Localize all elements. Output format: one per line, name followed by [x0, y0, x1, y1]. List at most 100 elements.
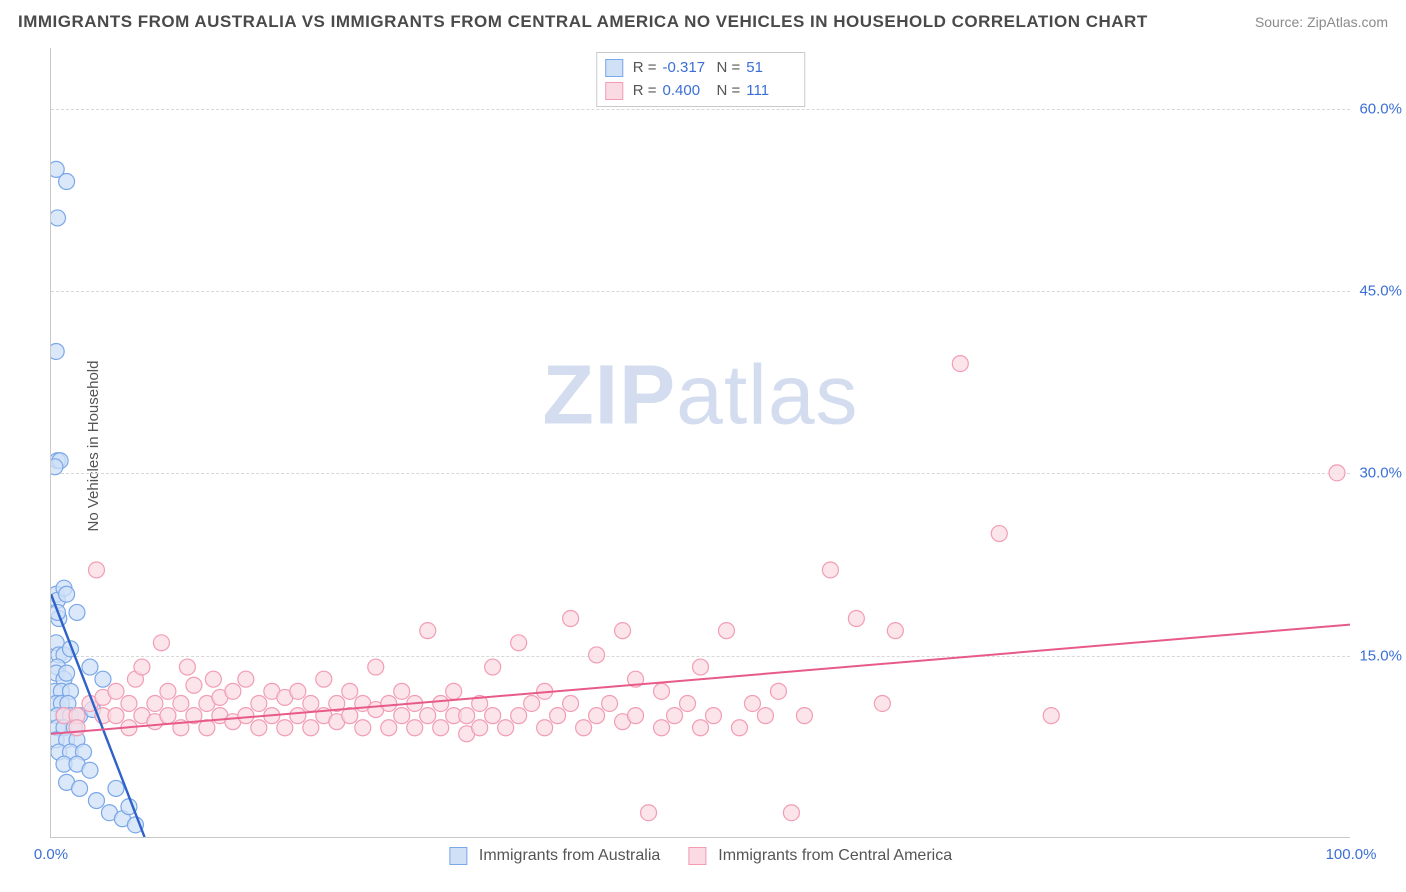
data-point: [88, 793, 104, 809]
data-point: [355, 695, 371, 711]
data-point: [153, 635, 169, 651]
data-point: [368, 702, 384, 718]
data-point: [62, 683, 78, 699]
legend-label-central-america: Immigrants from Central America: [718, 847, 952, 865]
data-point: [277, 689, 293, 705]
grid-line: [51, 656, 1350, 657]
data-point: [51, 586, 64, 602]
data-point: [628, 708, 644, 724]
data-point: [394, 683, 410, 699]
data-point: [62, 744, 78, 760]
data-point: [225, 714, 241, 730]
data-point: [51, 708, 65, 724]
data-point: [446, 708, 462, 724]
data-point: [134, 659, 150, 675]
data-point: [51, 592, 65, 608]
data-point: [303, 695, 319, 711]
stat-n-label: N =: [717, 80, 741, 103]
data-point: [51, 343, 64, 359]
data-point: [212, 689, 228, 705]
data-point: [251, 695, 267, 711]
data-point: [680, 695, 696, 711]
data-point: [485, 659, 501, 675]
data-point: [56, 720, 72, 736]
data-point: [485, 708, 501, 724]
x-tick-label: 100.0%: [1326, 846, 1377, 863]
data-point: [693, 659, 709, 675]
data-point: [101, 805, 117, 821]
data-point: [264, 708, 280, 724]
data-point: [225, 683, 241, 699]
legend-swatch-central-america: [688, 847, 706, 865]
data-point: [498, 720, 514, 736]
grid-line: [51, 473, 1350, 474]
data-point: [290, 708, 306, 724]
data-point: [511, 635, 527, 651]
data-point: [173, 720, 189, 736]
data-point: [615, 714, 631, 730]
data-point: [51, 453, 65, 469]
data-point: [368, 659, 384, 675]
data-point: [69, 732, 85, 748]
data-point: [693, 720, 709, 736]
data-point: [72, 780, 88, 796]
data-point: [66, 720, 82, 736]
watermark-bold: ZIP: [542, 348, 676, 442]
data-point: [82, 695, 98, 711]
data-point: [51, 210, 65, 226]
data-point: [238, 708, 254, 724]
data-point: [290, 683, 306, 699]
data-point: [51, 720, 65, 736]
data-point: [56, 580, 72, 596]
data-point: [550, 708, 566, 724]
data-point: [472, 720, 488, 736]
data-point: [576, 720, 592, 736]
data-point: [95, 708, 111, 724]
data-point: [641, 805, 657, 821]
data-point: [56, 671, 72, 687]
data-point: [121, 799, 137, 815]
data-point: [744, 695, 760, 711]
data-point: [563, 611, 579, 627]
data-point: [407, 720, 423, 736]
data-point: [524, 695, 540, 711]
source-attribution: Source: ZipAtlas.com: [1255, 14, 1388, 30]
data-point: [407, 695, 423, 711]
regression-line: [51, 625, 1350, 734]
stat-r-value-central-america: 0.400: [663, 80, 711, 103]
stats-box: R = -0.317 N = 51 R = 0.400 N = 111: [596, 52, 806, 107]
data-point: [589, 708, 605, 724]
regression-line: [51, 594, 145, 837]
data-point: [459, 726, 475, 742]
data-point: [277, 720, 293, 736]
data-point: [329, 695, 345, 711]
data-point: [199, 695, 215, 711]
data-point: [95, 671, 111, 687]
data-point: [69, 720, 85, 736]
data-point: [602, 695, 618, 711]
data-point: [59, 774, 75, 790]
data-point: [72, 708, 88, 724]
data-point: [212, 708, 228, 724]
data-point: [51, 459, 63, 475]
y-tick-label: 30.0%: [1359, 465, 1402, 482]
data-point: [51, 732, 64, 748]
data-point: [238, 671, 254, 687]
watermark-rest: atlas: [676, 348, 858, 442]
data-point: [667, 708, 683, 724]
data-point: [134, 708, 150, 724]
data-point: [51, 744, 67, 760]
data-point: [342, 683, 358, 699]
data-point: [472, 695, 488, 711]
data-point: [731, 720, 747, 736]
data-point: [147, 695, 163, 711]
data-point: [186, 677, 202, 693]
data-point: [51, 659, 65, 675]
stat-n-label: N =: [717, 57, 741, 80]
data-point: [60, 695, 76, 711]
scatter-svg: [51, 48, 1350, 837]
data-point: [53, 683, 69, 699]
data-point: [75, 744, 91, 760]
data-point: [264, 683, 280, 699]
data-point: [628, 671, 644, 687]
